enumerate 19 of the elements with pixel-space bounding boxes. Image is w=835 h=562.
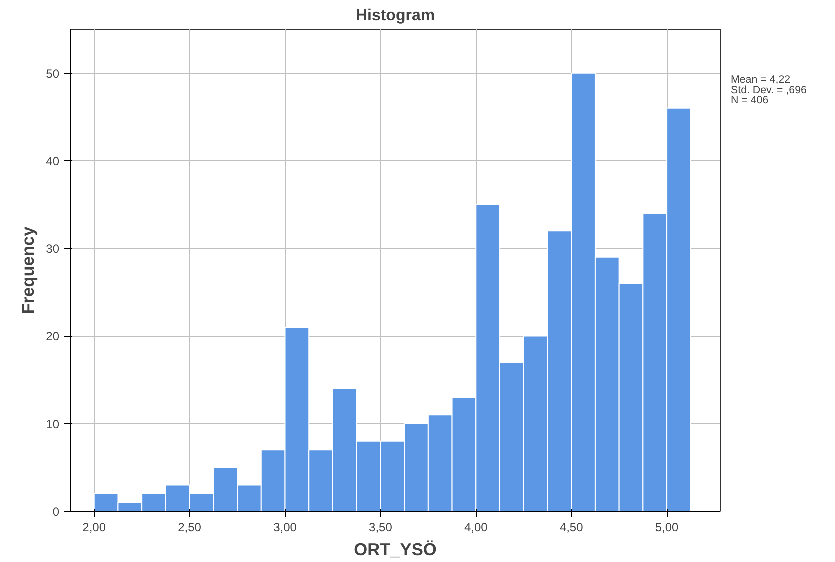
x-tick-label: 4,50: [560, 520, 584, 534]
x-tick-label: 5,00: [655, 520, 680, 534]
x-tick-label: 4,00: [464, 520, 488, 534]
x-tick-label: 3,50: [369, 520, 393, 534]
text: Mean = 4,22: [731, 74, 791, 86]
text: Std. Dev. = ,696: [731, 84, 807, 96]
x-tick-label: 2,00: [82, 520, 106, 534]
x-tick-label: 3,00: [274, 520, 298, 534]
y-axis-title: Frequency: [18, 226, 38, 314]
y-tick-label: 30: [46, 242, 60, 256]
text: N = 406: [731, 94, 769, 107]
y-tick-label: 40: [46, 154, 60, 168]
chart-title: Histogram: [356, 8, 436, 24]
y-tick-label: 0: [52, 505, 60, 519]
y-tick-label: 10: [46, 417, 60, 432]
x-axis-title: ORT_YSÖ: [354, 540, 437, 560]
y-tick-label: 50: [46, 66, 60, 81]
y-tick-label: 20: [46, 330, 60, 344]
x-tick-label: 2,50: [178, 520, 202, 534]
